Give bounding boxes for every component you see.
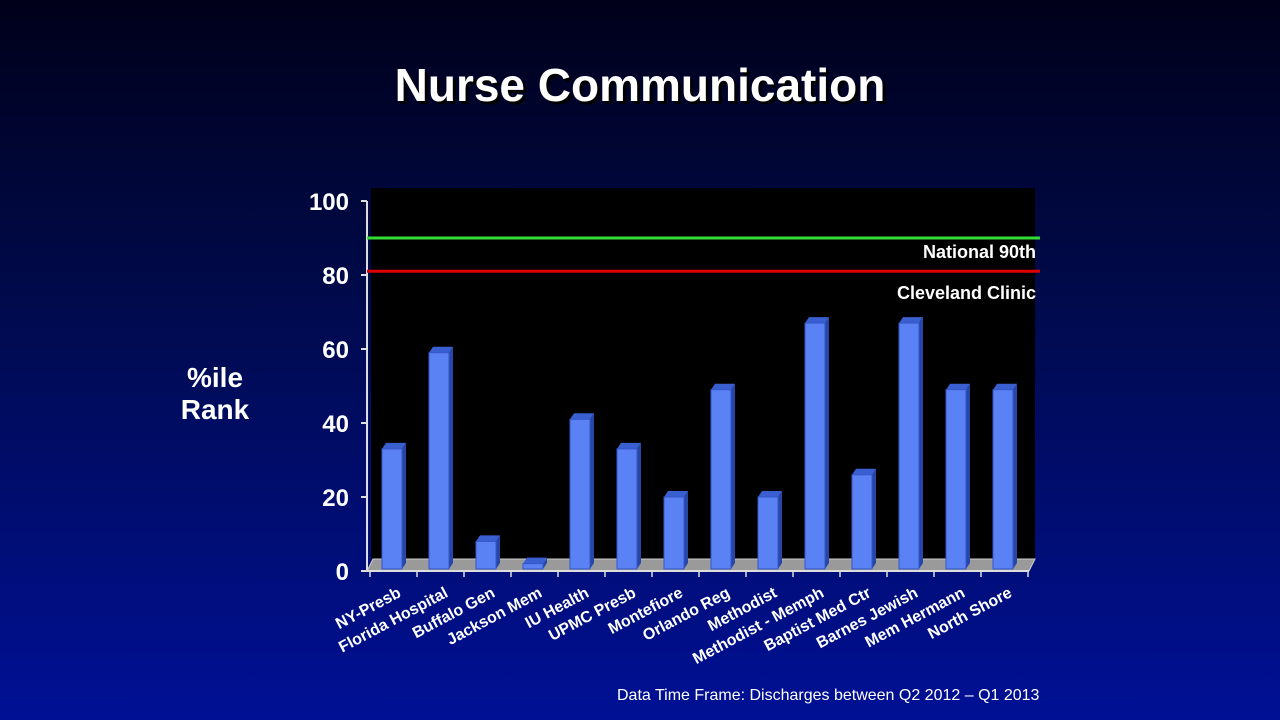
- bar: [757, 491, 782, 570]
- y-tick-label: 100: [309, 189, 349, 216]
- bar-top: [429, 346, 453, 353]
- bar-front: [663, 496, 685, 570]
- bar-front: [475, 540, 497, 570]
- bar-side: [966, 383, 970, 569]
- y-tick-label: 0: [336, 559, 349, 586]
- bar-front: [945, 389, 967, 570]
- bar-side: [449, 346, 453, 569]
- bar: [381, 442, 406, 570]
- bar-top: [570, 413, 594, 420]
- plot-area: [371, 188, 1035, 559]
- bar-side: [919, 317, 923, 569]
- chart-floor: [366, 558, 1036, 572]
- bar-side: [402, 442, 406, 569]
- bar: [992, 383, 1017, 570]
- bar-side: [872, 468, 876, 569]
- bar-side: [825, 317, 829, 569]
- bar-front: [710, 389, 732, 570]
- bar-front: [757, 496, 779, 570]
- bar-top: [382, 442, 406, 449]
- bar-front: [898, 322, 920, 570]
- bar-side: [778, 491, 782, 569]
- reference-line-label: Cleveland Clinic: [897, 283, 1036, 303]
- bar-front: [804, 322, 826, 570]
- bar-top: [899, 317, 923, 324]
- bar-side: [684, 491, 688, 569]
- bar: [475, 535, 500, 570]
- bar: [569, 413, 594, 570]
- bar-front: [428, 352, 450, 570]
- bar-side: [731, 383, 735, 569]
- bar: [851, 468, 876, 570]
- bar-front: [522, 563, 544, 570]
- bar-top: [523, 557, 547, 564]
- y-axis-title-line2: Rank: [180, 394, 250, 425]
- bar-side: [637, 442, 641, 569]
- bar-top: [805, 317, 829, 324]
- bar-side: [1013, 383, 1017, 569]
- bar: [616, 442, 641, 570]
- bar-top: [993, 383, 1017, 390]
- bar-front: [616, 448, 638, 570]
- bar-side: [496, 535, 500, 569]
- bar: [522, 557, 547, 570]
- bar-front: [992, 389, 1014, 570]
- bar-front: [381, 448, 403, 570]
- y-axis-title: %ile Rank: [170, 362, 260, 426]
- bar-top: [617, 442, 641, 449]
- y-tick-label: 20: [322, 485, 349, 512]
- bar: [428, 346, 453, 570]
- slide-title: Nurse Communication: [394, 59, 886, 111]
- reference-line-label: National 90th: [923, 242, 1036, 262]
- y-tick-label: 80: [322, 263, 349, 290]
- bar-side: [543, 557, 547, 569]
- bar-top: [852, 468, 876, 475]
- bar-front: [851, 474, 873, 570]
- bar: [898, 317, 923, 570]
- bar-top: [758, 491, 782, 497]
- y-tick-label: 60: [322, 337, 349, 364]
- bar-front: [569, 418, 591, 570]
- bar: [710, 383, 735, 570]
- y-axis-title-line1: %ile: [186, 362, 244, 393]
- bar-top: [476, 535, 500, 542]
- bar-top: [664, 491, 688, 497]
- bar-top: [711, 383, 735, 390]
- bar: [804, 317, 829, 570]
- bar-top: [946, 383, 970, 390]
- bar: [945, 383, 970, 570]
- y-tick-label: 40: [322, 411, 349, 438]
- footnote: Data Time Frame: Discharges between Q2 2…: [617, 687, 1040, 704]
- bar-side: [590, 413, 594, 569]
- bar: [663, 491, 688, 570]
